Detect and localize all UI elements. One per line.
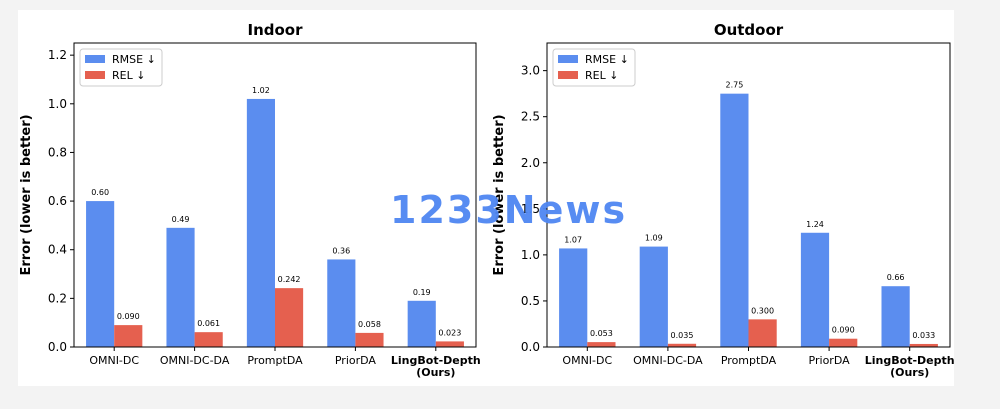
data-label: 0.36 [332, 246, 350, 255]
data-label: 0.66 [887, 273, 905, 282]
bar-rmse [327, 259, 356, 347]
y-tick-label: 0.4 [48, 243, 67, 257]
y-tick-label: 0.5 [521, 294, 540, 308]
bar-rel [587, 342, 616, 347]
data-label: 0.033 [912, 331, 935, 340]
plot-frame [546, 42, 951, 348]
x-tick-label: OMNI-DC-DA [633, 354, 703, 367]
data-label: 0.023 [438, 328, 461, 337]
data-label: 0.300 [751, 306, 774, 315]
bar-rel [748, 319, 777, 347]
data-label: 2.75 [725, 81, 743, 90]
y-tick-label: 1.5 [521, 202, 540, 216]
data-label: 0.49 [172, 215, 190, 224]
y-tick-label: 2.5 [521, 110, 540, 124]
x-tick-label: LingBot-Depth (Ours) [865, 354, 954, 379]
legend-label: RMSE ↓ [112, 53, 156, 66]
plot-frame [73, 42, 477, 348]
chart-panel-indoor: Indoor Error (lower is better) 0.0 0.2 0.4 0.… [19, 21, 481, 379]
y-tick-label: 0.0 [521, 340, 540, 354]
y-tick-label: 0.2 [48, 291, 67, 305]
y-tick-label: 0.6 [48, 194, 67, 208]
bar-rel [275, 288, 304, 347]
data-label: 1.02 [252, 86, 270, 95]
chart-title: Outdoor [714, 21, 784, 39]
y-tick-label: 0.0 [48, 340, 67, 354]
data-label: 0.60 [91, 188, 109, 197]
figure: Indoor Error (lower is better) 0.0 0.2 0.4 0.… [18, 10, 954, 386]
legend-swatch-rmse [558, 55, 578, 63]
y-tick-label: 3.0 [521, 64, 540, 78]
y-tick-label: 1.0 [48, 97, 67, 111]
x-tick-label: PriorDA [809, 354, 851, 367]
watermark: 1233News [390, 188, 627, 232]
data-label: 0.053 [590, 329, 613, 338]
bar-rel [355, 332, 384, 347]
legend-swatch-rel [558, 71, 578, 79]
bar-rmse [246, 98, 275, 347]
x-tick-label: PromptDA [247, 354, 303, 367]
bar-rmse [166, 227, 195, 347]
bar-rmse [881, 286, 910, 347]
data-label: 0.058 [358, 320, 381, 329]
data-label: 0.061 [197, 319, 220, 328]
data-label: 0.035 [671, 331, 694, 340]
bar-rel [667, 343, 697, 347]
bar-rmse [800, 232, 830, 347]
x-tick-label: PriorDA [335, 354, 377, 367]
y-axis-label: Error (lower is better) [492, 114, 507, 275]
data-label: 0.242 [278, 275, 301, 284]
y-axis-label: Error (lower is better) [19, 114, 34, 275]
data-label: 0.090 [832, 326, 855, 335]
y-tick-label: 1.0 [521, 248, 540, 262]
x-tick-label: OMNI-DC [562, 354, 612, 367]
legend-label: REL ↓ [585, 69, 618, 82]
bar-rmse [407, 300, 436, 347]
y-tick-label: 1.2 [48, 48, 67, 62]
bar-rel [829, 338, 858, 347]
legend-swatch-rmse [85, 55, 105, 63]
x-tick-label: OMNI-DC-DA [160, 354, 230, 367]
bar-rel [909, 343, 938, 347]
y-tick-label: 2.0 [521, 156, 540, 170]
y-tick-label: 0.8 [48, 145, 67, 159]
data-label: 0.090 [117, 312, 140, 321]
legend-swatch-rel [85, 71, 105, 79]
bar-rel [435, 341, 464, 347]
x-tick-label: OMNI-DC [89, 354, 139, 367]
x-tick-label: LingBot-Depth (Ours) [391, 354, 481, 379]
chart-figure-svg: Indoor Error (lower is better) 0.0 0.2 0.4 0.… [19, 21, 954, 379]
bar-rel [194, 332, 223, 347]
chart-title: Indoor [247, 21, 303, 39]
data-label: 0.19 [413, 288, 431, 297]
bar-rmse [720, 93, 749, 348]
bar-rmse [559, 248, 588, 347]
legend-label: RMSE ↓ [585, 53, 629, 66]
bar-rel [114, 325, 143, 347]
legend-label: REL ↓ [112, 69, 145, 82]
bar-rmse [639, 246, 668, 347]
x-tick-label: PromptDA [721, 354, 777, 367]
chart-panel-outdoor: Outdoor Error (lower is better) 0.0 0.5 1.0 1… [492, 21, 954, 379]
data-label: 1.09 [645, 234, 663, 243]
data-label: 1.24 [806, 220, 824, 229]
data-label: 1.07 [564, 235, 582, 244]
bar-rmse [86, 201, 115, 347]
